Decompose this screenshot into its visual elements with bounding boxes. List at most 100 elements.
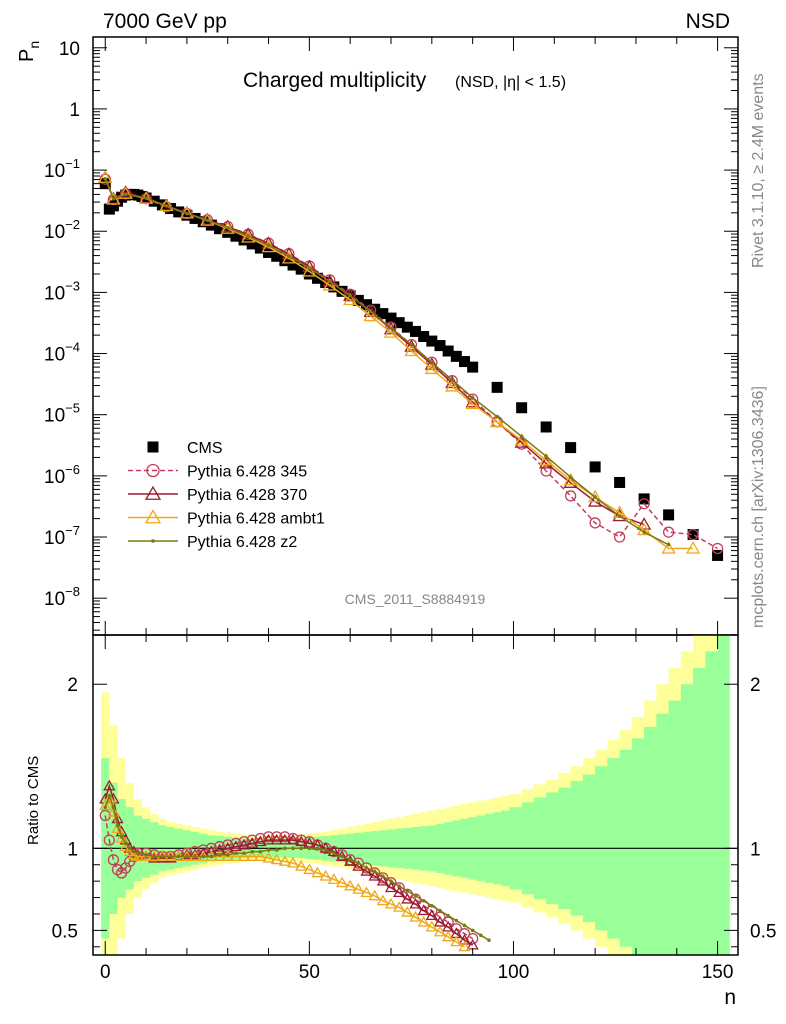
data-marker-dot: [568, 475, 573, 480]
data-marker-triangle: [636, 517, 652, 530]
ratio-panel: 0.5 0.5 1 1 2 2 0 50 100 150 Ratio to CMS n: [25, 634, 776, 1009]
data-marker-triangle: [188, 848, 202, 860]
data-marker-dot: [446, 913, 450, 918]
ratio-y-tick-label: 0.5: [52, 921, 78, 942]
data-marker-circle: [589, 517, 601, 529]
y-tick-exp: −1: [65, 156, 80, 171]
data-marker-triangle: [118, 186, 133, 199]
main-title-sub: (NSD, |η| < 1.5): [455, 74, 566, 91]
data-marker-circle: [687, 528, 699, 541]
data-marker-triangle: [458, 933, 471, 945]
data-marker-dot: [368, 309, 373, 314]
series-ratio-3: [103, 793, 491, 943]
data-marker-triangle: [246, 850, 259, 861]
data-marker-dot: [421, 899, 426, 903]
data-marker-dot: [119, 835, 124, 839]
data-marker-square: [287, 259, 299, 271]
data-marker-triangle: [465, 396, 480, 410]
data-marker-square: [467, 361, 479, 373]
data-marker-dot: [348, 858, 352, 862]
data-marker-square: [303, 268, 315, 280]
y-tick-exp: −2: [65, 217, 80, 232]
data-marker-triangle: [237, 850, 251, 861]
data-marker-triangle: [322, 278, 337, 291]
data-marker-triangle: [514, 435, 529, 448]
data-marker-dot: [307, 846, 312, 851]
data-marker-dot: [315, 846, 320, 851]
data-marker-dot: [287, 254, 291, 259]
data-marker-square: [173, 206, 185, 218]
data-marker-square: [712, 549, 724, 561]
ratio-frame: [92, 634, 739, 956]
data-marker-triangle: [246, 837, 259, 848]
data-marker-dot: [225, 225, 230, 230]
y-tick-base: 10: [44, 283, 65, 304]
data-marker-dot: [144, 853, 148, 857]
data-marker-dot: [462, 923, 467, 928]
data-marker-circle: [262, 831, 275, 843]
data-marker-triangle: [383, 325, 399, 338]
data-marker-triangle: [144, 509, 162, 524]
data-marker-dot: [127, 846, 132, 851]
data-marker-dot: [246, 234, 250, 238]
data-marker-dot: [356, 861, 361, 865]
data-marker-triangle: [368, 889, 381, 901]
y-tick-exp: −7: [65, 523, 80, 538]
data-marker-square: [450, 350, 462, 362]
data-marker-square: [418, 331, 430, 343]
data-marker-dot: [193, 854, 197, 859]
data-marker-circle: [711, 542, 724, 555]
main-title: Charged multiplicity: [243, 69, 427, 92]
data-marker-triangle: [417, 904, 430, 916]
y-tick-exp: −3: [65, 278, 80, 293]
legend-entry: Pythia 6.428 ambt1: [128, 509, 325, 528]
data-marker-square: [401, 321, 413, 333]
y-axis-label-ratio: Ratio to CMS: [25, 756, 42, 845]
y-tick-exp: −6: [65, 462, 80, 477]
data-marker-dot: [454, 918, 459, 923]
data-marker-triangle: [360, 886, 373, 898]
data-marker-square: [426, 335, 438, 347]
data-marker-square: [352, 294, 364, 306]
series-line: [104, 178, 669, 546]
data-marker-dot: [283, 846, 287, 851]
y-tick-label: 1: [69, 100, 80, 121]
data-marker-triangle: [270, 853, 283, 865]
y-tick-base: 10: [44, 222, 65, 243]
data-marker-circle: [107, 854, 120, 866]
data-marker-dot: [487, 938, 491, 943]
data-marker-dot: [479, 933, 483, 938]
energy-label: 7000 GeV pp: [103, 10, 227, 33]
data-marker-dot: [438, 908, 442, 913]
data-marker-triangle: [360, 864, 373, 876]
data-marker-triangle: [368, 869, 381, 881]
data-marker-triangle: [393, 886, 406, 898]
data-marker-circle: [146, 463, 160, 478]
data-marker-triangle: [445, 379, 460, 392]
data-marker-dot: [307, 266, 312, 270]
data-marker-square: [238, 234, 250, 246]
data-marker-dot: [242, 851, 246, 856]
data-marker-dot: [234, 851, 238, 856]
data-marker-dot: [327, 279, 332, 284]
data-marker-triangle: [363, 308, 378, 322]
data-marker-circle: [271, 831, 283, 843]
data-marker-triangle: [425, 909, 438, 921]
data-marker-triangle: [295, 860, 308, 871]
y-tick-exp: −4: [65, 340, 80, 355]
data-marker-triangle: [115, 832, 128, 843]
data-marker-triangle: [303, 863, 316, 875]
data-marker-square: [663, 509, 675, 521]
data-marker-dot: [666, 542, 671, 547]
data-marker-dot: [409, 342, 414, 347]
data-marker-dot: [470, 395, 475, 400]
data-marker-dot: [340, 854, 344, 859]
data-marker-dot: [209, 854, 214, 859]
y-axis-label-main: Pn: [16, 41, 42, 62]
data-marker-dot: [405, 889, 410, 893]
y-axis-label-n: n: [26, 41, 42, 49]
legend-label: CMS: [187, 440, 223, 457]
data-marker-square: [222, 226, 234, 238]
data-marker-triangle: [103, 792, 116, 804]
